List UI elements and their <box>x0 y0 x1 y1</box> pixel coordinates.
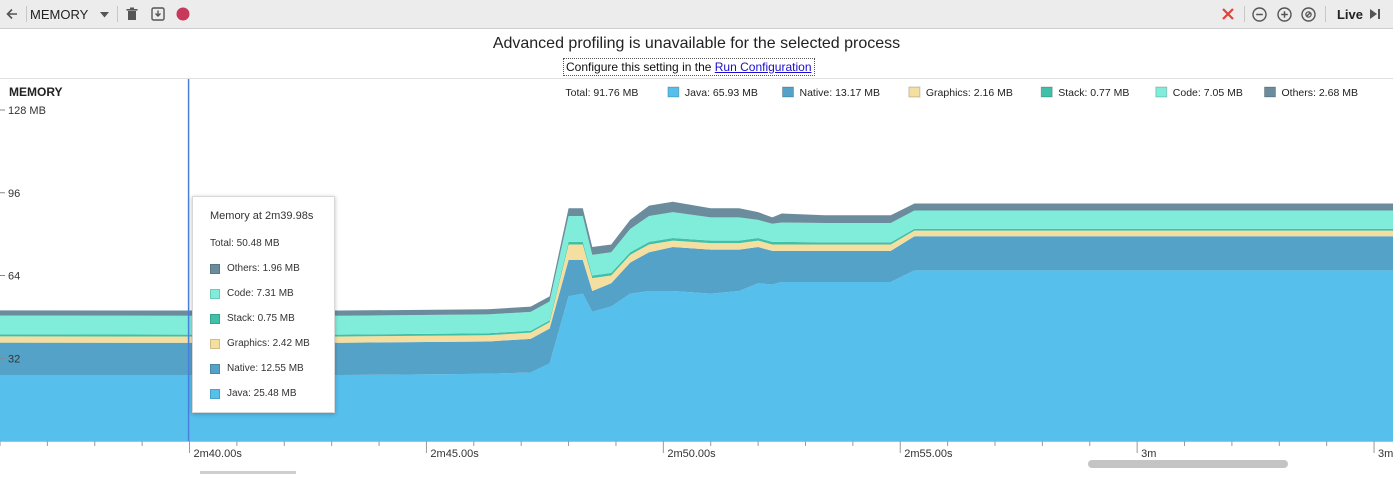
run-configuration-link[interactable]: Run Configuration <box>715 60 812 74</box>
legend-swatch <box>909 87 920 97</box>
tooltip-row-label: Java: 25.48 MB <box>227 388 296 399</box>
live-label: Live <box>1337 7 1363 22</box>
y-tick-label: 64 <box>8 271 20 283</box>
legend-item: Graphics: 2.16 MB <box>926 87 1013 99</box>
profiler-toolbar: MEMORY Live <box>0 0 1393 29</box>
x-tick-label: 3m5.00s <box>1378 448 1393 460</box>
legend-item: Others: 2.68 MB <box>1282 87 1358 99</box>
legend-total: Total: 91.76 MB <box>565 87 638 99</box>
legend-item: Java: 65.93 MB <box>685 87 758 99</box>
tooltip-swatch <box>210 389 220 399</box>
tooltip-row: Native: 12.55 MB <box>210 363 304 374</box>
tooltip-title: Memory at 2m39.98s <box>210 210 313 222</box>
legend-swatch <box>1156 87 1167 97</box>
reset-zoom-icon[interactable] <box>1299 0 1317 28</box>
monitor-selector-dropdown[interactable]: MEMORY <box>30 0 112 28</box>
banner-subtitle-prefix: Configure this setting in the <box>566 60 715 74</box>
tooltip-row: Stack: 0.75 MB <box>210 313 295 324</box>
memory-tooltip: Memory at 2m39.98s Total: 50.48 MB Other… <box>192 196 335 413</box>
x-tick-label: 2m55.00s <box>904 448 953 460</box>
zoom-out-icon[interactable] <box>1250 0 1268 28</box>
y-tick-label: 32 <box>8 353 20 365</box>
tooltip-row: Java: 25.48 MB <box>210 388 296 399</box>
back-arrow-icon[interactable] <box>2 0 22 28</box>
chart-title: MEMORY <box>9 85 63 99</box>
tooltip-row: Code: 7.31 MB <box>210 288 294 299</box>
x-tick-label: 2m50.00s <box>667 448 716 460</box>
x-tick-label: 2m45.00s <box>430 448 479 460</box>
tooltip-swatch <box>210 264 220 274</box>
tooltip-swatch <box>210 364 220 374</box>
tooltip-swatch <box>210 339 220 349</box>
y-tick-label: 128 MB <box>8 105 46 117</box>
legend-swatch <box>668 87 679 97</box>
y-tick-label: 96 <box>8 188 20 200</box>
heap-dump-icon[interactable] <box>149 0 167 28</box>
legend-swatch <box>1265 87 1276 97</box>
go-live-icon[interactable] <box>1366 0 1384 28</box>
legend-swatch <box>783 87 794 97</box>
tooltip-swatch <box>210 289 220 299</box>
advanced-profiling-banner: Advanced profiling is unavailable for th… <box>0 29 1393 79</box>
tooltip-row-label: Code: 7.31 MB <box>227 288 294 299</box>
legend-swatch <box>1041 87 1052 97</box>
tooltip-row: Graphics: 2.42 MB <box>210 338 310 349</box>
legend-item: Code: 7.05 MB <box>1173 87 1243 99</box>
tooltip-swatch <box>210 314 220 324</box>
x-tick-label: 3m <box>1141 448 1156 460</box>
stop-session-icon[interactable] <box>1219 0 1237 28</box>
horizontal-scrollbar-thumb[interactable] <box>1088 460 1288 468</box>
tooltip-row-label: Native: 12.55 MB <box>227 363 304 374</box>
monitor-selector-label: MEMORY <box>30 7 88 22</box>
legend-item: Native: 13.17 MB <box>800 87 881 99</box>
legend-item: Stack: 0.77 MB <box>1058 87 1129 99</box>
banner-subtitle: Configure this setting in the Run Config… <box>563 58 815 76</box>
zoom-in-icon[interactable] <box>1275 0 1293 28</box>
tooltip-row-label: Graphics: 2.42 MB <box>227 338 310 349</box>
live-button[interactable]: Live <box>1333 0 1367 28</box>
tooltip-row-label: Stack: 0.75 MB <box>227 313 295 324</box>
tooltip-total: Total: 50.48 MB <box>210 238 279 249</box>
trash-icon[interactable] <box>124 0 140 28</box>
tooltip-row-label: Others: 1.96 MB <box>227 263 300 274</box>
tooltip-row: Others: 1.96 MB <box>210 263 300 274</box>
chevron-down-icon <box>100 5 109 23</box>
banner-title: Advanced profiling is unavailable for th… <box>0 35 1393 53</box>
x-tick-label: 2m40.00s <box>194 448 243 460</box>
record-icon[interactable] <box>174 0 192 28</box>
